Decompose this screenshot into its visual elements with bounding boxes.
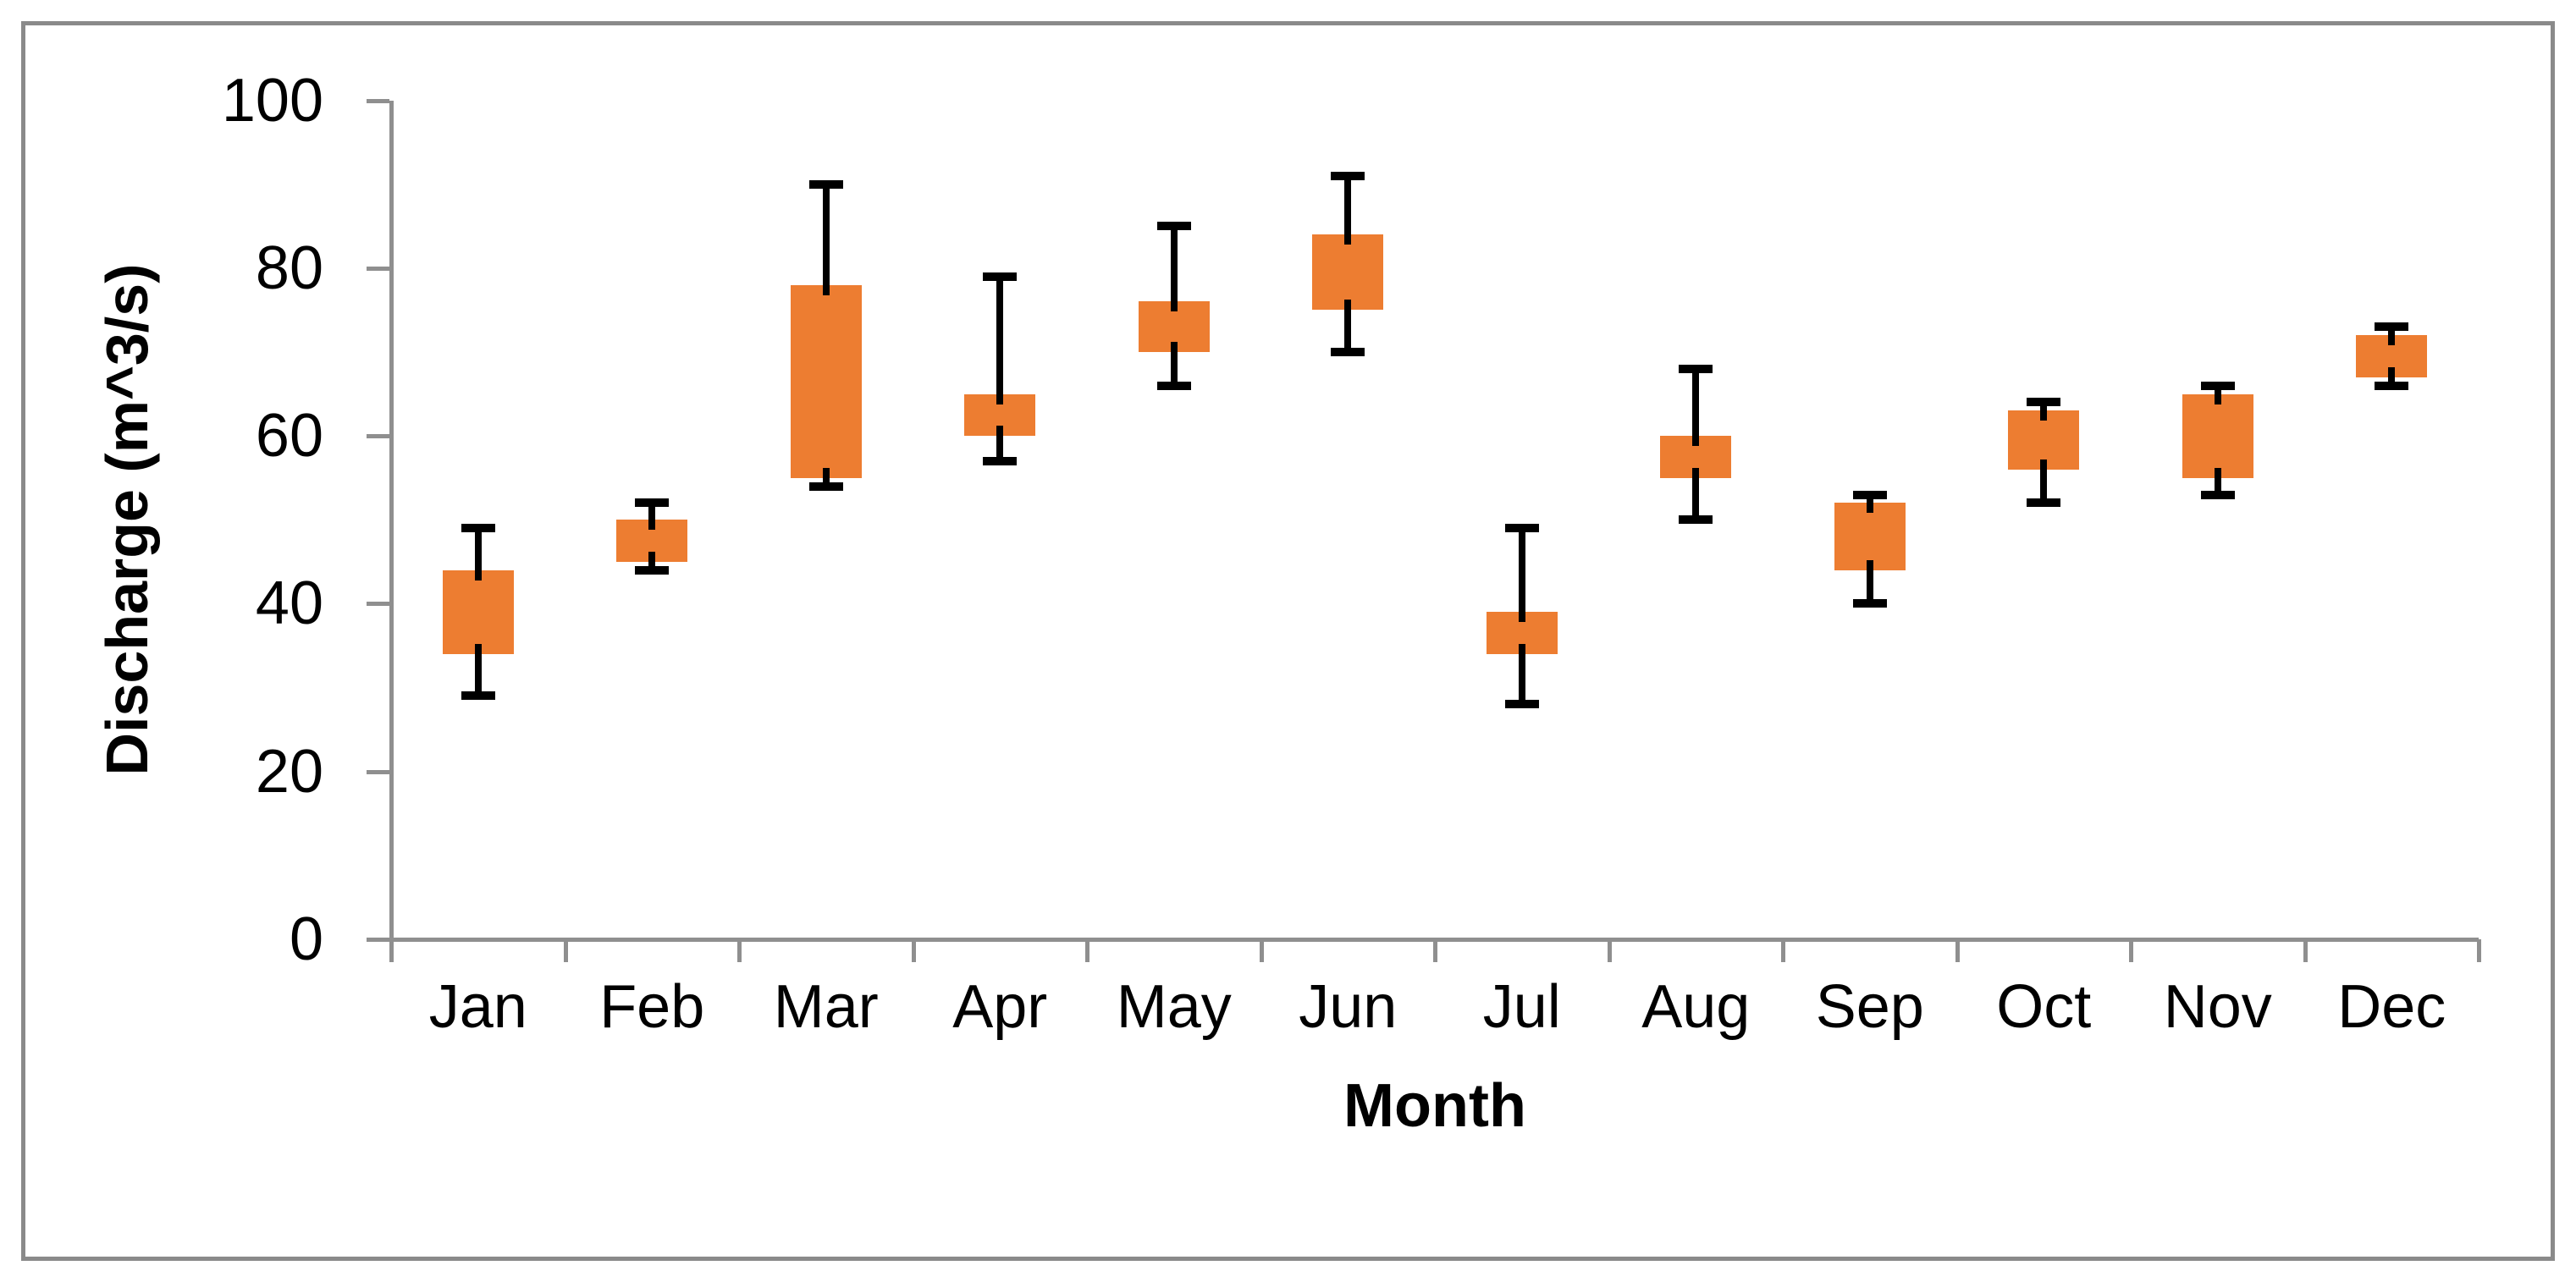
box-jan <box>442 569 514 654</box>
upper-whisker-sep <box>1866 494 1873 514</box>
max-cap-dec <box>2375 322 2409 332</box>
max-cap-nov <box>2200 381 2235 390</box>
y-tick <box>367 98 389 103</box>
box-mar <box>790 284 862 478</box>
x-tick-label-jul: Jul <box>1482 973 1561 1041</box>
box-sep <box>1834 503 1906 570</box>
box-nov <box>2182 393 2253 478</box>
lower-whisker-dec <box>2388 366 2396 386</box>
min-cap-jun <box>1331 347 1365 356</box>
box-jun <box>1312 234 1384 311</box>
min-cap-nov <box>2200 490 2235 499</box>
x-tick <box>389 939 394 962</box>
x-tick <box>2303 939 2308 962</box>
min-cap-mar <box>808 481 843 491</box>
min-cap-sep <box>1852 599 1887 608</box>
upper-whisker-jan <box>474 528 482 580</box>
x-tick-label-may: May <box>1116 973 1232 1041</box>
y-axis-line <box>389 100 394 962</box>
upper-whisker-aug <box>1692 368 1700 447</box>
x-axis-line <box>367 938 2479 942</box>
x-tick <box>1781 939 1785 962</box>
x-tick <box>563 939 568 962</box>
x-tick-label-sep: Sep <box>1815 973 1924 1041</box>
max-cap-jun <box>1331 171 1365 180</box>
lower-whisker-mar <box>822 467 830 487</box>
x-tick-label-nov: Nov <box>2163 973 2272 1041</box>
max-cap-apr <box>983 272 1018 281</box>
y-tick <box>367 266 389 271</box>
x-axis-title: Month <box>1343 1072 1526 1140</box>
upper-whisker-dec <box>2388 327 2396 346</box>
x-tick-label-apr: Apr <box>952 973 1048 1041</box>
chart-outer-border <box>21 21 2555 1261</box>
x-tick <box>2477 939 2481 962</box>
x-tick <box>737 939 742 962</box>
min-cap-oct <box>2027 498 2061 508</box>
upper-whisker-nov <box>2214 385 2221 404</box>
x-tick-label-feb: Feb <box>599 973 705 1041</box>
min-cap-aug <box>1679 515 1713 525</box>
max-cap-may <box>1156 222 1191 231</box>
y-tick <box>367 938 389 942</box>
x-tick <box>1085 939 1089 962</box>
max-cap-jan <box>461 524 495 533</box>
x-tick <box>1607 939 1612 962</box>
lower-whisker-may <box>1170 341 1178 386</box>
upper-whisker-jul <box>1518 528 1525 623</box>
y-tick-label: 80 <box>255 234 323 302</box>
y-tick <box>367 602 389 607</box>
lower-whisker-feb <box>648 551 656 570</box>
x-tick <box>1259 939 1264 962</box>
max-cap-mar <box>808 179 843 189</box>
upper-whisker-mar <box>822 184 830 295</box>
x-tick <box>2129 939 2133 962</box>
y-tick <box>367 434 389 439</box>
x-tick-label-mar: Mar <box>773 973 879 1041</box>
y-tick-label: 0 <box>289 905 323 973</box>
max-cap-feb <box>635 498 670 508</box>
min-cap-jan <box>461 691 495 701</box>
upper-whisker-may <box>1170 226 1178 312</box>
max-cap-oct <box>2027 398 2061 407</box>
lower-whisker-nov <box>2214 467 2221 495</box>
min-cap-feb <box>635 565 670 575</box>
lower-whisker-aug <box>1692 467 1700 520</box>
max-cap-jul <box>1504 524 1539 533</box>
lower-whisker-jun <box>1344 300 1352 352</box>
x-tick <box>911 939 916 962</box>
x-tick-label-jan: Jan <box>428 973 527 1041</box>
min-cap-apr <box>983 456 1018 465</box>
y-tick <box>367 769 389 774</box>
max-cap-aug <box>1679 364 1713 373</box>
min-cap-dec <box>2375 381 2409 390</box>
y-tick-label: 20 <box>255 737 323 806</box>
x-tick <box>1955 939 1960 962</box>
lower-whisker-jul <box>1518 643 1525 705</box>
upper-whisker-feb <box>648 503 656 531</box>
upper-whisker-oct <box>2040 402 2048 421</box>
x-tick-label-jun: Jun <box>1299 973 1398 1041</box>
upper-whisker-jun <box>1344 175 1352 245</box>
x-tick-label-aug: Aug <box>1641 973 1751 1041</box>
min-cap-jul <box>1504 700 1539 709</box>
y-axis-title: Discharge (m^3/s) <box>94 263 160 776</box>
max-cap-sep <box>1852 490 1887 499</box>
lower-whisker-apr <box>996 426 1004 461</box>
lower-whisker-sep <box>1866 559 1873 604</box>
upper-whisker-apr <box>996 276 1004 404</box>
y-tick-label: 40 <box>255 569 323 638</box>
y-tick-label: 60 <box>255 402 323 470</box>
x-tick-label-oct: Oct <box>1996 973 2092 1041</box>
lower-whisker-jan <box>474 643 482 696</box>
y-tick-label: 100 <box>221 66 323 135</box>
x-tick-label-dec: Dec <box>2337 973 2446 1041</box>
lower-whisker-oct <box>2040 459 2048 503</box>
min-cap-may <box>1156 381 1191 390</box>
x-tick <box>1433 939 1437 962</box>
